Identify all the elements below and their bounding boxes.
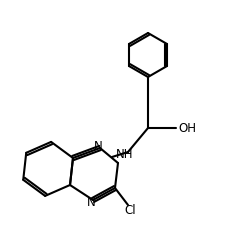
Text: Cl: Cl	[124, 204, 136, 216]
Text: N: N	[87, 196, 95, 208]
Text: NH: NH	[116, 148, 134, 161]
Text: OH: OH	[178, 122, 196, 134]
Text: N: N	[94, 139, 102, 153]
